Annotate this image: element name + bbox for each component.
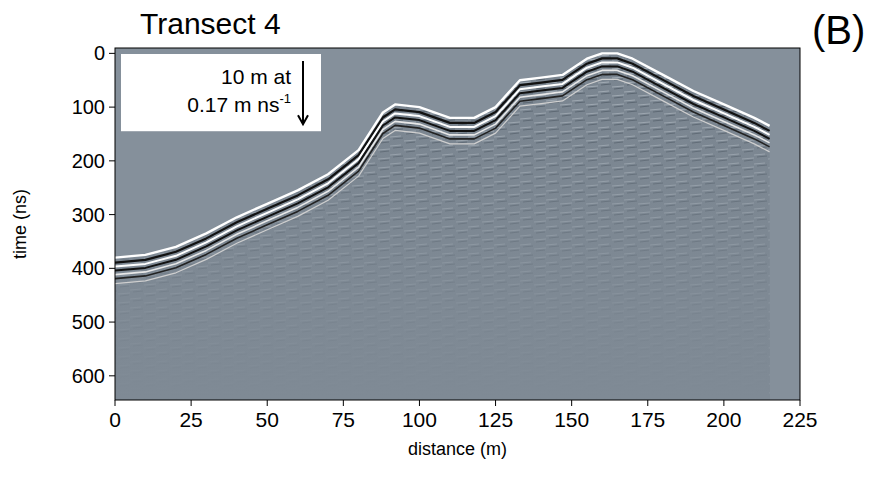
x-tick-label: 125: [478, 408, 513, 431]
attenuation: [115, 53, 770, 400]
y-tick-label: 100: [72, 96, 105, 118]
y-tick: [109, 268, 115, 269]
panel-label: (B): [812, 8, 865, 52]
reflection-band: [115, 79, 770, 283]
scale-text-sup: -1: [279, 91, 291, 106]
subsurface: [115, 53, 770, 400]
x-tick-label: 150: [554, 408, 589, 431]
x-tick: [647, 400, 648, 406]
scale-text: 0.17 m ns-1: [187, 91, 291, 116]
chart: 0 25 50 75 100 125 150 175 200 225 0 100 200 300 400 50…: [0, 0, 895, 483]
y-axis-title: time (ns): [10, 189, 30, 259]
x-tick-label: 25: [179, 408, 202, 431]
x-tick: [723, 400, 724, 406]
x-tick: [419, 400, 420, 406]
x-tick-label: 50: [256, 408, 279, 431]
scale-text: 10 m at: [221, 65, 291, 88]
x-tick-label: 175: [630, 408, 665, 431]
y-tick-label: 500: [72, 311, 105, 333]
plot-frame: [115, 48, 800, 400]
y-tick: [109, 322, 115, 323]
x-tick: [191, 400, 192, 406]
y-tick: [109, 53, 115, 54]
x-axis-title: distance (m): [408, 439, 507, 459]
x-tick: [115, 400, 116, 406]
y-tick-label: 0: [94, 42, 105, 64]
x-tick-label: 225: [782, 408, 817, 431]
x-tick-label: 75: [332, 408, 355, 431]
scale-arrow: [302, 61, 304, 124]
x-tick: [267, 400, 268, 406]
x-tick: [571, 400, 572, 406]
y-tick-label: 600: [72, 365, 105, 387]
y-tick: [109, 160, 115, 161]
plot-area: [115, 53, 770, 400]
x-tick-label: 0: [109, 408, 121, 431]
y-tick: [109, 107, 115, 108]
y-tick-label: 200: [72, 150, 105, 172]
y-tick-label: 300: [72, 204, 105, 226]
x-tick-label: 200: [706, 408, 741, 431]
y-tick-label: 400: [72, 257, 105, 279]
plot-background: [115, 48, 800, 400]
x-tick: [343, 400, 344, 406]
scale-text-main: 0.17 m ns: [187, 93, 279, 116]
x-tick-label: 100: [402, 408, 437, 431]
surface-line: [115, 53, 770, 257]
y-tick: [109, 375, 115, 376]
y-tick: [109, 214, 115, 215]
title: Transect 4: [140, 7, 281, 40]
scale-box: [121, 54, 321, 131]
x-tick: [800, 400, 801, 406]
scale-arrow-head: [298, 115, 308, 124]
x-tick: [495, 400, 496, 406]
